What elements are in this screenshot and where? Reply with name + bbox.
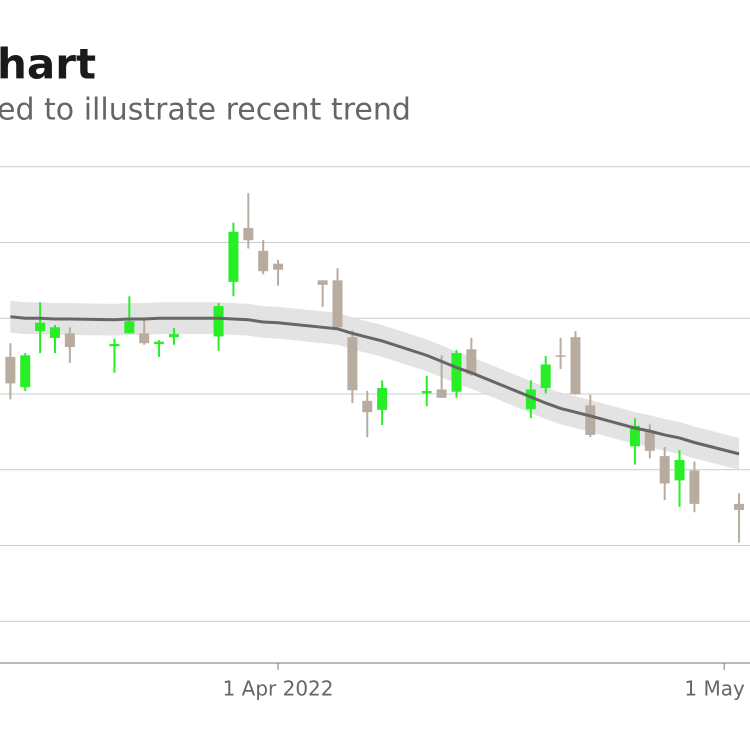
candle-body [421,390,432,394]
candle-body [64,333,75,348]
candle-body [659,456,670,484]
chart-title: hart [0,40,96,89]
trend-line [10,315,740,456]
candle-body [35,322,46,332]
candle-body [20,355,31,388]
x-tick-label: 1 Apr 2022 [223,677,334,701]
candle-body [436,389,447,398]
candle-body [124,321,135,334]
candle-body [629,425,640,447]
candle-body [49,327,60,338]
candle-body [332,280,343,328]
candle-body [555,355,566,357]
candle-body [273,263,284,270]
candle-body [644,430,655,451]
candle-body [540,364,551,388]
candle-body [689,470,700,504]
candle-body [674,459,685,481]
candle-body [525,389,536,410]
x-tick-label: 1 May 2 [684,677,750,701]
candle-body [228,231,239,282]
candle-body [734,503,745,510]
candle-body [377,387,388,410]
candle-body [258,250,269,272]
trend-band [10,300,740,470]
candle-body [347,337,358,391]
candle-body [109,343,120,347]
candle-body [570,337,581,394]
candle-body [168,334,179,338]
candle-body [213,306,224,337]
candle-body [585,405,596,435]
candle-body [466,349,477,375]
candle-body [317,280,328,285]
candle-body [451,353,462,392]
candle-body [154,341,165,344]
chart-subtitle: ed to illustrate recent trend [0,93,411,128]
candle-body [139,333,150,344]
candle-body [243,228,254,241]
candle-body [5,356,16,384]
candle-body [362,400,373,413]
